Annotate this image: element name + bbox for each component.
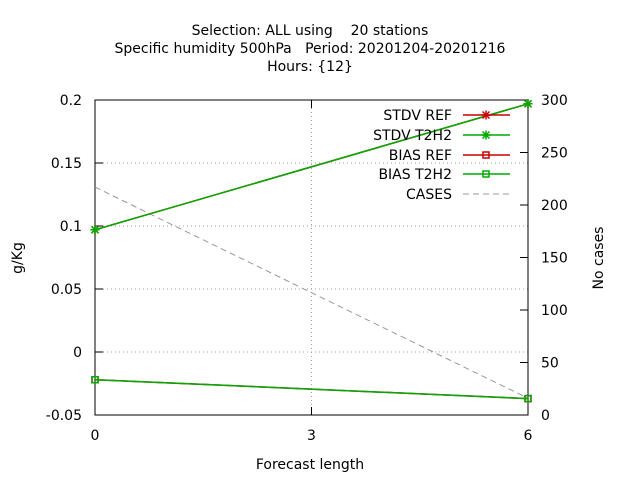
x-axis-label: Forecast length: [256, 457, 364, 473]
data-point-stdv-t2h2: [90, 225, 100, 235]
legend-marker-bias-ref: [482, 151, 490, 159]
chart-title-line-2: Specific humidity 500hPa Period: 2020120…: [115, 41, 506, 57]
legend-label-bias-ref: BIAS REF: [389, 148, 452, 164]
y2-tick-label: 200: [541, 198, 568, 214]
x-tick-label: 3: [307, 428, 316, 444]
chart-title-line-3: Hours: {12}: [267, 59, 353, 75]
x-tick-label: 0: [91, 428, 100, 444]
legend-marker-stdv-t2h2: [481, 130, 491, 140]
legend-marker-stdv-ref: [481, 110, 491, 120]
data-point-bias-t2h2: [524, 394, 532, 403]
series-line-cases: [94, 186, 529, 399]
y2-tick-label: 150: [541, 251, 568, 267]
y2-axis-label: No cases: [591, 227, 607, 290]
x-tick-label: 6: [524, 428, 533, 444]
legend-label-stdv-ref: STDV REF: [383, 108, 452, 124]
legend-label-bias-t2h2: BIAS T2H2: [378, 167, 452, 183]
y-tick-label: 0.2: [60, 93, 82, 109]
data-point-stdv-t2h2: [523, 99, 533, 109]
y2-tick-label: 0: [541, 408, 550, 424]
grid-lines: [95, 100, 528, 415]
y2-tick-label: 100: [541, 303, 568, 319]
legend: STDV REF STDV T2H2 BIAS REF BIAS T2H2 CASES: [373, 108, 510, 203]
y-tick-label: 0: [73, 345, 82, 361]
legend-label-cases: CASES: [406, 187, 452, 203]
plot-frame: [94, 99, 529, 416]
series-line-stdv-t2h2: [94, 103, 529, 231]
y-tick-label: 0.15: [51, 156, 82, 172]
y2-tick-label: 300: [541, 93, 568, 109]
series-layer: [90, 99, 533, 403]
chart-title-line-1: Selection: ALL using 20 stations: [192, 23, 429, 39]
series-line-bias-t2h2: [94, 378, 529, 400]
legend-marker-bias-t2h2: [482, 170, 490, 178]
data-point-bias-t2h2: [91, 375, 99, 384]
y2-tick-label: 50: [541, 356, 559, 372]
y-tick-label: 0.1: [60, 219, 82, 235]
y2-tick-label: 250: [541, 146, 568, 162]
y-axis-label: g/Kg: [10, 242, 26, 274]
y-tick-label: -0.05: [46, 408, 82, 424]
y-tick-label: 0.05: [51, 282, 82, 298]
legend-label-stdv-t2h2: STDV T2H2: [373, 128, 452, 144]
